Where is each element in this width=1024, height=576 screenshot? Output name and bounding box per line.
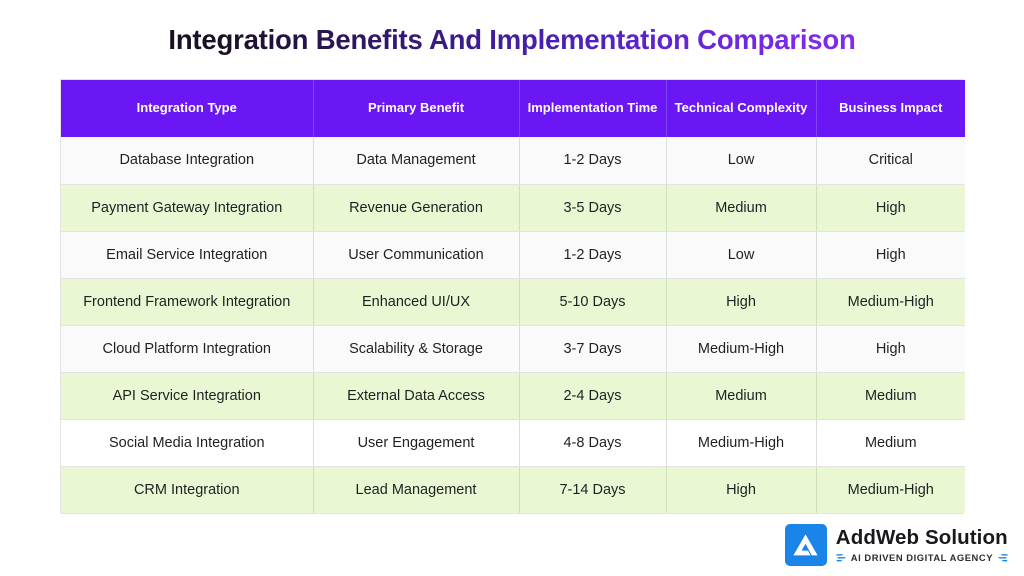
cell-primary-benefit: Data Management <box>313 137 520 185</box>
cell-implementation-time: 1-2 Days <box>519 231 667 279</box>
cell-integration-type: Social Media Integration <box>61 419 314 467</box>
column-header-business-impact[interactable]: Business Impact <box>816 80 965 137</box>
logo-tagline-text: AI DRIVEN DIGITAL AGENCY <box>850 551 993 563</box>
logo-text-block: AddWeb Solution AI DRIVEN DIGITAL AGENCY <box>836 528 1008 562</box>
cell-technical-complexity: Medium-High <box>666 325 817 373</box>
logo-tagline-row: AI DRIVEN DIGITAL AGENCY <box>836 551 1008 563</box>
comparison-table: Integration Type Primary Benefit Impleme… <box>61 80 965 513</box>
cell-technical-complexity: Low <box>666 231 817 279</box>
cell-technical-complexity: High <box>666 466 817 513</box>
table-row[interactable]: Email Service Integration User Communica… <box>61 231 965 279</box>
cell-primary-benefit: Scalability & Storage <box>313 325 520 373</box>
cell-implementation-time: 5-10 Days <box>519 278 667 326</box>
cell-implementation-time: 3-5 Days <box>519 184 667 232</box>
cell-business-impact: Medium <box>816 372 965 420</box>
cell-technical-complexity: Medium <box>666 372 817 420</box>
cell-implementation-time: 7-14 Days <box>519 466 667 513</box>
comparison-table-container: Integration Type Primary Benefit Impleme… <box>60 79 965 514</box>
table-row[interactable]: Database Integration Data Management 1-2… <box>61 137 965 185</box>
column-header-implementation-time[interactable]: Implementation Time <box>519 80 667 137</box>
table-row[interactable]: CRM Integration Lead Management 7-14 Day… <box>61 466 965 513</box>
cell-primary-benefit: User Engagement <box>313 419 520 467</box>
table-row[interactable]: Payment Gateway Integration Revenue Gene… <box>61 184 965 232</box>
cell-integration-type: Payment Gateway Integration <box>61 184 314 232</box>
cell-technical-complexity: High <box>666 278 817 326</box>
table-header: Integration Type Primary Benefit Impleme… <box>61 80 965 137</box>
cell-business-impact: High <box>816 325 965 373</box>
table-row[interactable]: API Service Integration External Data Ac… <box>61 372 965 420</box>
cell-integration-type: Cloud Platform Integration <box>61 325 314 373</box>
cell-primary-benefit: User Communication <box>313 231 520 279</box>
logo-company-name: AddWeb Solution <box>835 526 1008 550</box>
cell-business-impact: Medium-High <box>816 466 965 513</box>
cell-implementation-time: 1-2 Days <box>519 137 667 185</box>
column-header-integration-type[interactable]: Integration Type <box>61 80 314 137</box>
cell-business-impact: High <box>816 231 965 279</box>
table-row[interactable]: Cloud Platform Integration Scalability &… <box>61 325 965 373</box>
table-header-row: Integration Type Primary Benefit Impleme… <box>61 80 965 137</box>
cell-primary-benefit: Lead Management <box>313 466 520 513</box>
cell-primary-benefit: Revenue Generation <box>313 184 520 232</box>
table-row[interactable]: Social Media Integration User Engagement… <box>61 419 965 467</box>
cell-integration-type: API Service Integration <box>61 372 314 420</box>
column-header-technical-complexity[interactable]: Technical Complexity <box>666 80 817 137</box>
cell-business-impact: Medium <box>816 419 965 467</box>
table-row[interactable]: Frontend Framework Integration Enhanced … <box>61 278 965 326</box>
addweb-logo-icon <box>784 524 827 566</box>
cell-primary-benefit: Enhanced UI/UX <box>313 278 520 326</box>
column-header-primary-benefit[interactable]: Primary Benefit <box>313 80 520 137</box>
cell-integration-type: Frontend Framework Integration <box>61 278 314 326</box>
tagline-right-mark-icon <box>997 553 1008 562</box>
page-title: Integration Benefits And Implementation … <box>0 24 1024 56</box>
cell-business-impact: Medium-High <box>816 278 965 326</box>
cell-implementation-time: 4-8 Days <box>519 419 667 467</box>
cell-integration-type: Database Integration <box>61 137 314 185</box>
cell-technical-complexity: Medium-High <box>666 419 817 467</box>
cell-technical-complexity: Medium <box>666 184 817 232</box>
addweb-solution-logo[interactable]: AddWeb Solution AI DRIVEN DIGITAL AGENCY <box>784 524 1008 566</box>
cell-primary-benefit: External Data Access <box>313 372 520 420</box>
cell-implementation-time: 2-4 Days <box>519 372 667 420</box>
table-body: Database Integration Data Management 1-2… <box>61 137 965 513</box>
cell-integration-type: Email Service Integration <box>61 231 314 279</box>
cell-integration-type: CRM Integration <box>61 466 314 513</box>
cell-business-impact: Critical <box>816 137 965 185</box>
tagline-left-mark-icon <box>836 553 847 562</box>
cell-technical-complexity: Low <box>666 137 817 185</box>
cell-business-impact: High <box>816 184 965 232</box>
cell-implementation-time: 3-7 Days <box>519 325 667 373</box>
